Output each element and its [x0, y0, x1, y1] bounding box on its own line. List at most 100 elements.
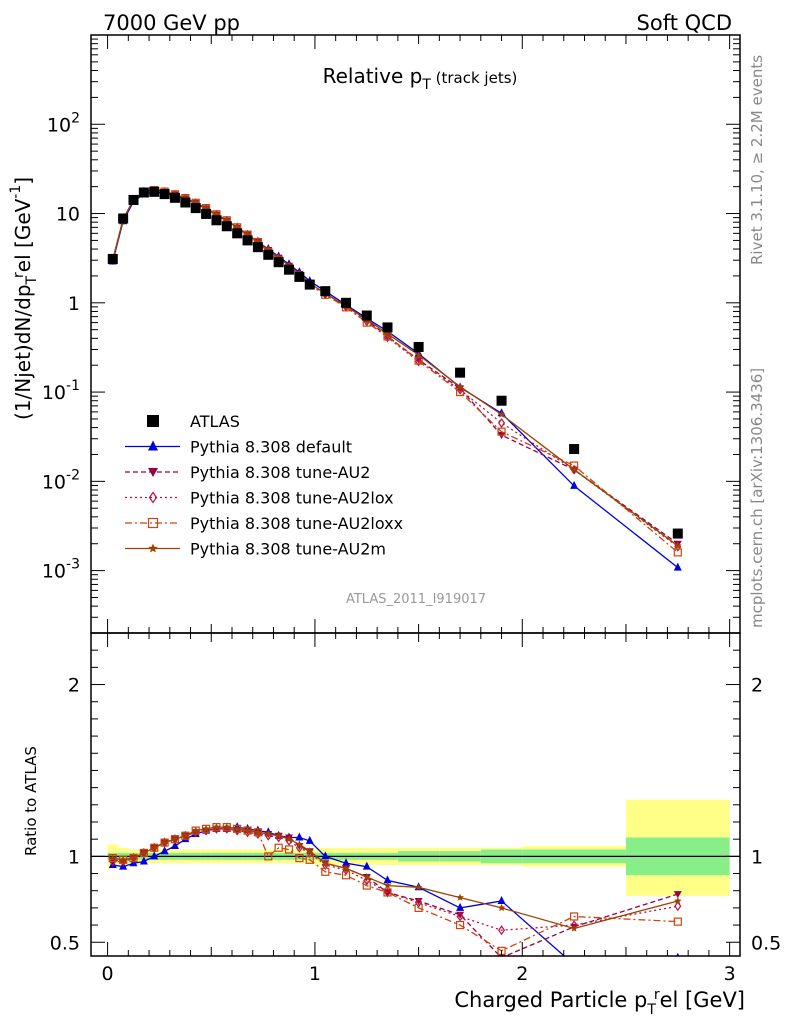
- ratio-point-default: [139, 856, 148, 865]
- ratio-x-tick-label: 1: [309, 963, 321, 985]
- ratio-y-tick-label: 0.5: [50, 932, 80, 954]
- ratio-series-group: [108, 822, 682, 968]
- ratio-point-AU2lox: [415, 897, 423, 908]
- legend: ATLAS Pythia 8.308 default Pythia 8.308 tu…: [125, 412, 403, 559]
- side-rivet: Rivet 3.1.10, ≥ 2.2M events: [748, 55, 766, 265]
- point-ATLAS: [304, 279, 315, 290]
- point-AU2loxx: [414, 356, 423, 365]
- watermark: ATLAS_2011_I919017: [346, 592, 486, 607]
- point-ATLAS: [382, 322, 393, 333]
- point-AU2loxx: [497, 427, 506, 436]
- ratio-point-AU2loxx: [383, 888, 392, 897]
- ratio-point-AU2m: [212, 823, 221, 831]
- ratio-frame: [90, 632, 741, 957]
- ratio-point-AU2m: [456, 893, 464, 901]
- point-ATLAS: [320, 286, 331, 297]
- ratio-point-AU2loxx: [284, 845, 294, 854]
- point-ATLAS: [180, 197, 191, 208]
- point-ATLAS: [211, 215, 222, 226]
- ratio-point-default: [150, 851, 159, 860]
- point-ATLAS: [361, 310, 372, 321]
- point-ATLAS: [284, 264, 295, 275]
- ratio-point-default: [305, 835, 314, 844]
- ratio-y-tick-label: 1: [68, 846, 80, 868]
- ratio-line-AU2m: [112, 826, 678, 930]
- ratio-point-default: [570, 960, 578, 968]
- ratio-point-AU2loxx: [321, 867, 330, 876]
- header-left: 7000 GeV pp: [103, 11, 240, 35]
- point-ATLAS: [242, 235, 253, 246]
- point-AU2loxx: [455, 387, 465, 397]
- ratio-line-AU2loxx: [112, 826, 678, 952]
- point-ATLAS: [169, 192, 180, 203]
- point-AU2lox: [498, 417, 506, 429]
- point-default: [570, 480, 579, 489]
- ratio-point-AU2loxx: [274, 843, 283, 852]
- ratio-point-AU2loxx: [570, 912, 579, 921]
- main-title: Relative pT (track jets): [323, 64, 518, 93]
- point-ATLAS: [455, 367, 466, 378]
- main-ylabel: (1/Njet)dN/dpTrel [GeV-1]: [8, 177, 40, 420]
- ratio-point-AU2m: [295, 840, 304, 848]
- main-y-tick-label: 10: [56, 204, 80, 226]
- ratio-point-AU2m: [264, 830, 273, 838]
- ratio-point-AU2loxx: [295, 853, 304, 863]
- ratio-point-AU2m: [191, 826, 200, 834]
- ratio-panel: 0 1 2 3 0.5 0.5 1 1 2 2 Ratio to ATLAS Charged Pa…: [22, 632, 781, 1018]
- ratio-point-AU2m: [383, 881, 392, 889]
- point-ATLAS: [149, 186, 160, 197]
- ratio-point-AU2loxx: [341, 871, 351, 880]
- ratio-point-AU2m: [363, 873, 371, 881]
- ratio-point-AU2loxx: [455, 920, 465, 930]
- ratio-line-AU2lox: [112, 828, 678, 931]
- point-ATLAS: [138, 187, 149, 198]
- ratio-point-default: [456, 902, 465, 911]
- ratio-x-tick-label: 0: [102, 963, 114, 985]
- legend-marker-AU2: [148, 468, 158, 477]
- ratio-point-AU2m: [150, 843, 158, 851]
- ratio-point-AU2m: [119, 855, 127, 863]
- point-ATLAS: [221, 221, 232, 232]
- point-AU2lox: [415, 356, 423, 367]
- point-ATLAS: [496, 395, 507, 406]
- point-AU2m: [570, 465, 578, 473]
- ratio-point-AU2loxx: [362, 881, 371, 890]
- legend-label-AU2loxx: Pythia 8.308 tune-AU2loxx: [190, 514, 403, 533]
- ratio-point-AU2loxx: [673, 917, 682, 926]
- side-url: mcplots.cern.ch [arXiv:1306.3436]: [748, 368, 766, 628]
- point-ATLAS: [341, 297, 352, 308]
- legend-label-AU2: Pythia 8.308 tune-AU2: [190, 463, 370, 482]
- ratio-point-AU2: [673, 891, 682, 899]
- ratio-point-default: [321, 851, 330, 860]
- ratio-point-AU2m: [497, 903, 506, 912]
- ratio-point-AU2m: [305, 847, 314, 855]
- ratio-point-AU2m: [233, 824, 241, 833]
- ratio-point-default: [676, 952, 680, 956]
- ratio-point-default: [342, 858, 351, 867]
- point-ATLAS: [294, 271, 305, 282]
- point-ATLAS: [159, 189, 170, 200]
- legend-label-AU2m: Pythia 8.308 tune-AU2m: [190, 540, 386, 559]
- ratio-point-AU2m: [414, 883, 423, 891]
- point-ATLAS: [190, 203, 201, 214]
- ratio-point-AU2m: [674, 897, 682, 905]
- ratio-point-AU2m: [140, 848, 148, 857]
- ratio-point-AU2m: [223, 823, 231, 831]
- main-frame: [90, 34, 741, 634]
- ratio-point-AU2lox: [674, 901, 682, 912]
- legend-marker-default: [148, 440, 158, 451]
- ratio-point-default: [383, 875, 392, 884]
- point-ATLAS: [672, 528, 683, 539]
- legend-label-default: Pythia 8.308 default: [190, 438, 352, 457]
- main-y-tick-label: 10-1: [42, 378, 80, 404]
- ratio-point-AU2: [456, 911, 465, 919]
- header-right: Soft QCD: [637, 11, 732, 35]
- ratio-y-tick-label-right: 2: [751, 675, 763, 697]
- legend-label-ATLAS: ATLAS: [190, 412, 240, 431]
- ratio-point-AU2m: [342, 864, 350, 872]
- point-AU2m: [456, 382, 464, 390]
- legend-marker-AU2loxx: [147, 517, 159, 529]
- ratio-point-default: [362, 861, 371, 870]
- ratio-point-AU2m: [274, 831, 283, 839]
- ratio-point-AU2lox: [498, 925, 506, 936]
